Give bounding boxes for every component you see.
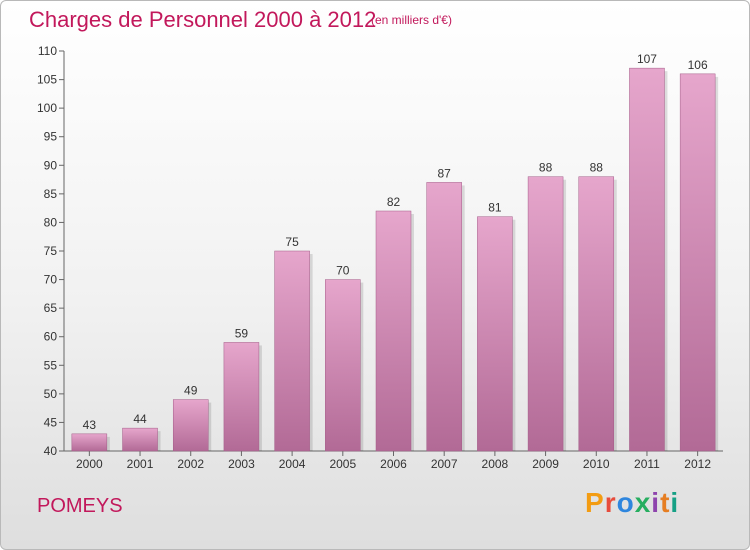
data-label: 107 — [637, 52, 657, 66]
x-tick-label: 2007 — [431, 457, 458, 471]
logo-letter: P — [585, 487, 605, 518]
y-tick-label: 100 — [37, 101, 57, 115]
y-tick-label: 80 — [44, 215, 58, 229]
x-tick-label: 2009 — [532, 457, 559, 471]
data-label: 43 — [83, 418, 97, 432]
logo-letter: t — [660, 487, 671, 518]
data-label: 87 — [438, 166, 452, 180]
commune-name: POMEYS — [37, 495, 123, 517]
logo-letter: r — [604, 487, 617, 518]
logo-letter: i — [651, 487, 661, 518]
chart-title: Charges de Personnel 2000 à 2012 — [29, 7, 377, 32]
y-tick-label: 110 — [38, 44, 57, 58]
logo-letter: x — [634, 487, 652, 518]
data-label: 75 — [285, 235, 299, 249]
x-tick-label: 2001 — [127, 457, 154, 471]
bar-2002 — [172, 399, 209, 452]
chart-subtitle: (en milliers d'€) — [371, 13, 452, 27]
bar-2005 — [325, 279, 361, 452]
bar-2000 — [71, 433, 108, 452]
y-tick-label: 95 — [44, 130, 58, 144]
logo-letter: o — [616, 487, 635, 518]
data-label: 70 — [336, 264, 350, 278]
bars — [71, 67, 719, 452]
x-tick-label: 2003 — [228, 457, 255, 471]
logo-letter: i — [670, 487, 680, 518]
bar-2004 — [274, 250, 310, 452]
bar-2006 — [375, 210, 412, 452]
y-tick-label: 90 — [44, 158, 58, 172]
proxiti-logo: Proxiti — [585, 487, 679, 519]
data-labels: 43 44 49 59 75 70 82 87 81 88 88 107 106 — [83, 52, 708, 432]
x-tick-label: 2012 — [684, 457, 711, 471]
x-tick-label: 2000 — [76, 457, 103, 471]
y-tick-label: 55 — [44, 358, 58, 372]
x-tick-label: 2005 — [329, 457, 356, 471]
x-tick-label: 2008 — [482, 457, 509, 471]
x-tick-label: 2002 — [177, 457, 204, 471]
bar-2011 — [629, 67, 665, 452]
bar-2012 — [679, 73, 716, 452]
data-label: 82 — [387, 195, 401, 209]
y-tick-label: 45 — [44, 415, 58, 429]
data-label: 49 — [184, 384, 198, 398]
axes: 40 45 50 55 60 65 70 75 80 85 90 95 100 105 110 2000 200… — [37, 44, 723, 471]
y-tick-label: 105 — [37, 73, 57, 87]
data-label: 106 — [688, 58, 708, 72]
x-tick-label: 2011 — [634, 457, 660, 471]
data-label: 81 — [488, 201, 502, 215]
x-tick-label: 2010 — [583, 457, 610, 471]
bar-2001 — [122, 427, 158, 452]
y-tick-label: 60 — [44, 330, 58, 344]
data-label: 88 — [590, 161, 604, 175]
data-label: 44 — [133, 412, 147, 426]
bar-2010 — [578, 176, 615, 452]
y-tick-label: 70 — [44, 273, 58, 287]
x-tick-label: 2004 — [279, 457, 306, 471]
y-tick-label: 50 — [44, 387, 58, 401]
bar-2009 — [527, 176, 564, 452]
data-label: 59 — [235, 326, 249, 340]
bar-2007 — [426, 182, 462, 452]
y-tick-label: 40 — [44, 444, 58, 458]
bar-2003 — [223, 342, 260, 452]
data-label: 88 — [539, 161, 553, 175]
y-tick-label: 65 — [44, 301, 58, 315]
bar-2008 — [477, 216, 513, 452]
y-tick-label: 85 — [44, 187, 58, 201]
x-tick-label: 2006 — [380, 457, 407, 471]
y-tick-label: 75 — [44, 244, 58, 258]
